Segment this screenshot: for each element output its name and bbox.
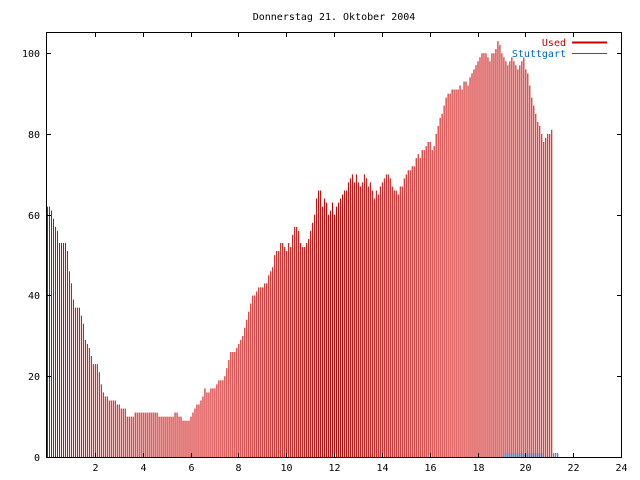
x-tick-label: 2 (92, 463, 98, 474)
x-tick-label: 20 (519, 463, 531, 474)
y-axis: 0 20 40 60 80 100 (22, 49, 621, 464)
legend-label-used: Used (542, 38, 566, 49)
y-tick-label: 80 (28, 130, 40, 141)
x-axis: 2 4 6 8 10 12 14 16 18 20 22 24 (92, 33, 628, 474)
y-tick-label: 100 (22, 49, 40, 60)
legend-label-stuttgart: Stuttgart (512, 49, 566, 60)
x-tick-label: 16 (424, 463, 436, 474)
x-tick-label: 8 (235, 463, 241, 474)
y-tick-label: 40 (28, 291, 40, 302)
chart-title: Donnerstag 21. Oktober 2004 (253, 12, 416, 23)
stuttgart-series (503, 452, 559, 457)
x-tick-label: 12 (328, 463, 340, 474)
y-tick-label: 20 (28, 372, 40, 383)
plot-frame (46, 32, 622, 458)
x-tick-label: 14 (376, 463, 388, 474)
x-tick-label: 10 (280, 463, 292, 474)
x-tick-label: 24 (615, 463, 627, 474)
legend: Used Stuttgart (512, 38, 607, 60)
y-tick-label: 60 (28, 211, 40, 222)
used-series (47, 41, 553, 457)
y-tick-label: 0 (34, 453, 40, 464)
x-tick-label: 6 (188, 463, 194, 474)
x-tick-label: 4 (140, 463, 146, 474)
x-tick-label: 18 (472, 463, 484, 474)
x-tick-label: 22 (567, 463, 579, 474)
